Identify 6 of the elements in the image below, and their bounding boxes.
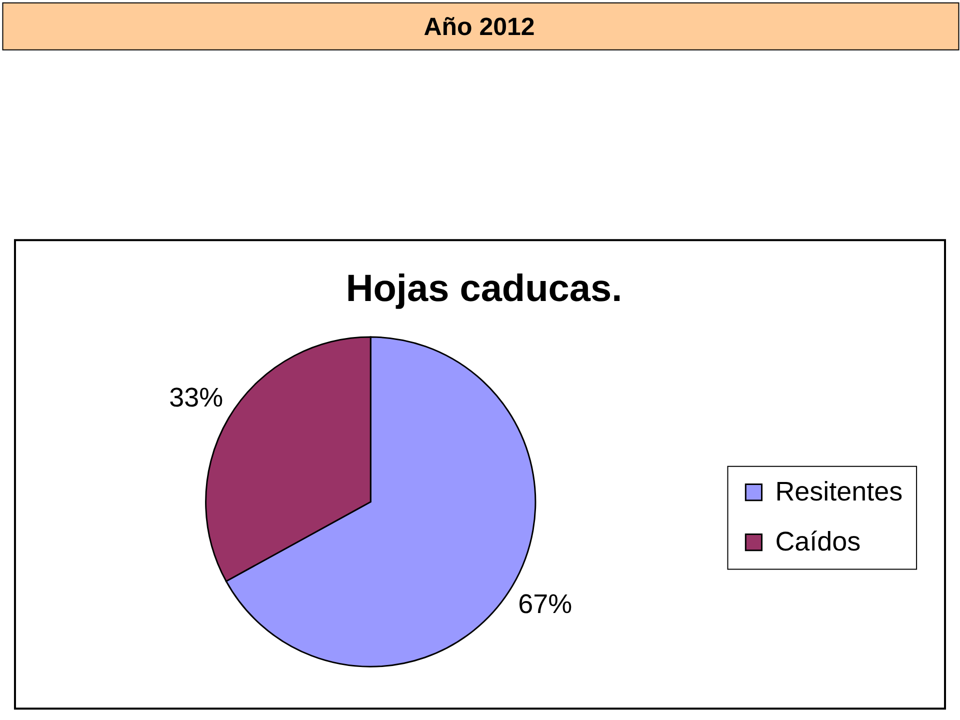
chart-title: Hojas caducas. bbox=[346, 268, 622, 310]
data-label: 67% bbox=[518, 589, 572, 620]
legend-label: Resitentes bbox=[775, 476, 903, 506]
legend-label: Caídos bbox=[775, 526, 861, 556]
text: Año 2012 bbox=[424, 12, 535, 41]
data-label: 33% bbox=[169, 382, 224, 413]
